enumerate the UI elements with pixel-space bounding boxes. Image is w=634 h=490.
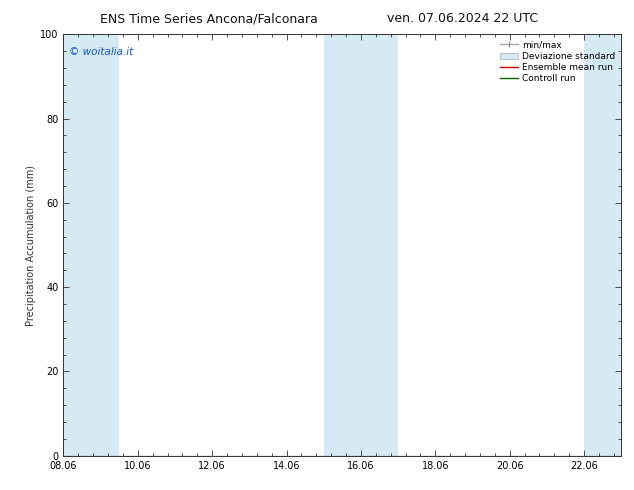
Legend: min/max, Deviazione standard, Ensemble mean run, Controll run: min/max, Deviazione standard, Ensemble m… (496, 37, 619, 87)
Y-axis label: Precipitation Accumulation (mm): Precipitation Accumulation (mm) (26, 165, 36, 325)
Bar (63, 34, 119, 456)
Text: © woitalia.it: © woitalia.it (69, 47, 133, 57)
Text: ven. 07.06.2024 22 UTC: ven. 07.06.2024 22 UTC (387, 12, 538, 25)
Bar (324, 34, 398, 456)
Bar (584, 34, 621, 456)
Text: ENS Time Series Ancona/Falconara: ENS Time Series Ancona/Falconara (100, 12, 318, 25)
